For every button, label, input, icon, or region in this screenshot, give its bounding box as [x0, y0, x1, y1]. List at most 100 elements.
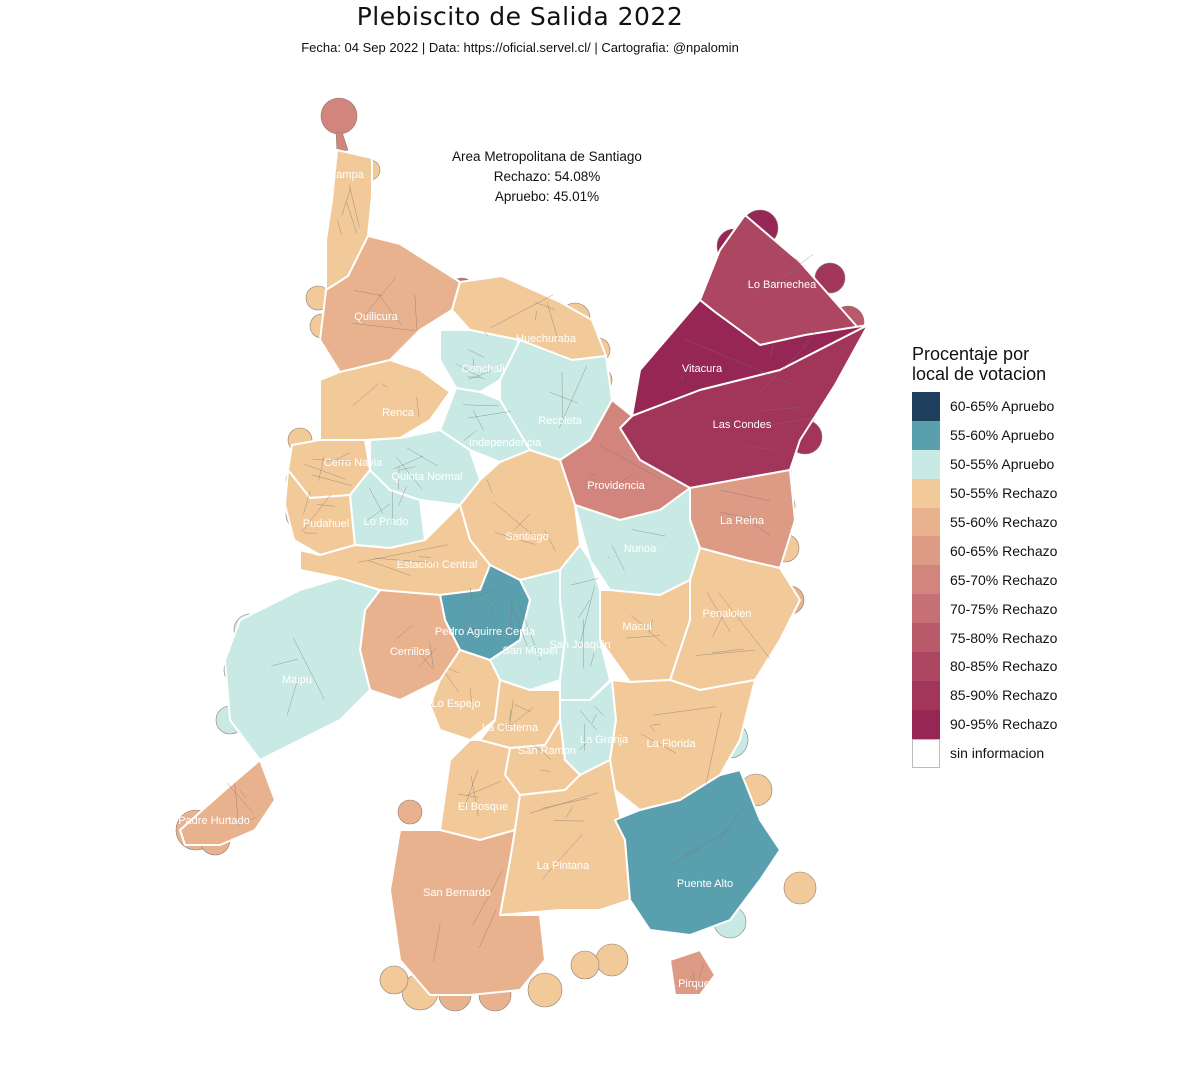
cell-border — [398, 486, 407, 506]
cell-border — [368, 560, 411, 576]
legend-label: 85-90% Rechazo — [950, 687, 1058, 704]
cell-border — [511, 605, 529, 650]
cell-border — [490, 294, 554, 329]
cell-border — [695, 649, 755, 656]
cell-border — [470, 775, 479, 817]
cell-border — [368, 487, 384, 514]
cell-border — [468, 367, 500, 380]
cell-border — [509, 597, 513, 630]
map-subtitle: Fecha: 04 Sep 2022 | Data: https://ofici… — [301, 40, 739, 55]
comuna-label: Quilicura — [354, 311, 398, 323]
comuna-label: Recoleta — [538, 415, 582, 427]
cell-border — [689, 975, 698, 986]
cell-border — [544, 530, 556, 552]
comuna-label: San Joaquin — [549, 639, 610, 651]
cell-border — [472, 869, 504, 926]
cell-border — [399, 466, 416, 471]
cell-border — [463, 589, 505, 628]
cell-border — [414, 647, 433, 669]
comuna-label: Pirque — [678, 978, 710, 990]
comuna-label: Santiago — [505, 531, 548, 543]
legend-label: 55-60% Rechazo — [950, 514, 1058, 530]
comuna-label: Huechuraba — [516, 333, 577, 345]
cell-border — [486, 479, 493, 493]
legend-item: sin informacion — [912, 738, 1057, 768]
comuna-label: San Bernardo — [423, 887, 491, 899]
cell-border — [419, 556, 431, 558]
comuna-label: El Bosque — [458, 801, 508, 813]
legend-label: 65-70% Rechazo — [950, 571, 1058, 588]
comuna-label: San Miguel — [502, 645, 557, 657]
edge-bubble — [379, 965, 409, 995]
cell-border — [631, 614, 667, 647]
cell-border — [579, 709, 597, 731]
legend-swatch — [912, 536, 940, 566]
polling-cell-borders — [226, 184, 819, 986]
cell-border — [226, 782, 254, 814]
comuna-puente-alto — [614, 769, 781, 936]
edge-bubble — [320, 97, 358, 135]
legend-item: 55-60% Apruebo — [912, 420, 1057, 450]
cell-border — [653, 706, 717, 716]
cell-border — [717, 806, 744, 843]
legend-swatch — [912, 392, 940, 421]
cell-border — [513, 513, 531, 532]
comuna-label: Independencia — [469, 437, 542, 449]
comuna-label: Penalolen — [703, 608, 752, 620]
legend-item: 50-55% Rechazo — [912, 478, 1057, 508]
cell-border — [414, 294, 418, 330]
comuna-label: Pedro Aguirre Cerda — [435, 626, 536, 638]
cell-border — [464, 769, 479, 806]
comuna-padre-hurtado — [179, 759, 276, 846]
legend-swatch — [912, 738, 940, 768]
cell-border — [579, 585, 595, 646]
comuna-label: Quinta Normal — [392, 471, 463, 483]
cell-border — [746, 445, 775, 451]
cell-border — [546, 302, 560, 344]
legend-item: 85-90% Rechazo — [912, 680, 1058, 710]
cell-border — [472, 409, 484, 431]
cell-border — [631, 529, 666, 537]
legend-swatch — [912, 478, 940, 508]
cell-border — [767, 240, 800, 262]
legend-title-line2: local de votacion — [912, 364, 1047, 384]
legend-item: 90-95% Rechazo — [912, 709, 1057, 739]
cell-border — [367, 503, 391, 521]
cell-border — [395, 625, 413, 640]
cell-border — [649, 724, 655, 732]
legend-items: 60-65% Apruebo 55-60% Apruebo 50-55% Aprue… — [912, 392, 1057, 768]
legend-title-line1: Procentaje por — [912, 344, 1030, 364]
cell-border — [681, 826, 735, 858]
comuna-pirque — [669, 949, 716, 996]
comuna-label: Lo Espejo — [432, 698, 481, 710]
legend-swatch — [912, 623, 940, 653]
cell-border — [348, 184, 360, 228]
comuna-label: La Reina — [720, 515, 765, 527]
cell-border — [705, 712, 722, 784]
comuna-label: Puente Alto — [677, 878, 733, 890]
legend-swatch — [912, 709, 940, 739]
cell-border — [508, 699, 514, 730]
cell-border — [611, 545, 625, 571]
cell-border — [418, 647, 437, 667]
cell-border — [761, 407, 803, 411]
cell-border — [687, 981, 699, 986]
cell-border — [469, 587, 472, 602]
result-summary: Area Metropolitana de Santiago Rechazo: … — [397, 147, 697, 207]
cell-border — [509, 709, 512, 721]
cell-border — [468, 349, 485, 358]
cell-border — [764, 253, 814, 291]
cell-border — [681, 375, 683, 381]
cell-border — [239, 790, 247, 799]
cell-border — [448, 668, 460, 674]
cell-border — [492, 501, 540, 541]
comuna-label: Pudahuel — [303, 518, 350, 530]
cell-border — [484, 331, 488, 337]
legend-item: 60-65% Rechazo — [912, 536, 1057, 566]
cell-border — [591, 714, 597, 723]
comuna-maipu — [224, 577, 381, 761]
cell-border — [391, 491, 394, 527]
cell-border — [712, 612, 725, 637]
cell-border — [524, 748, 529, 751]
legend-label: 80-85% Rechazo — [950, 658, 1058, 675]
